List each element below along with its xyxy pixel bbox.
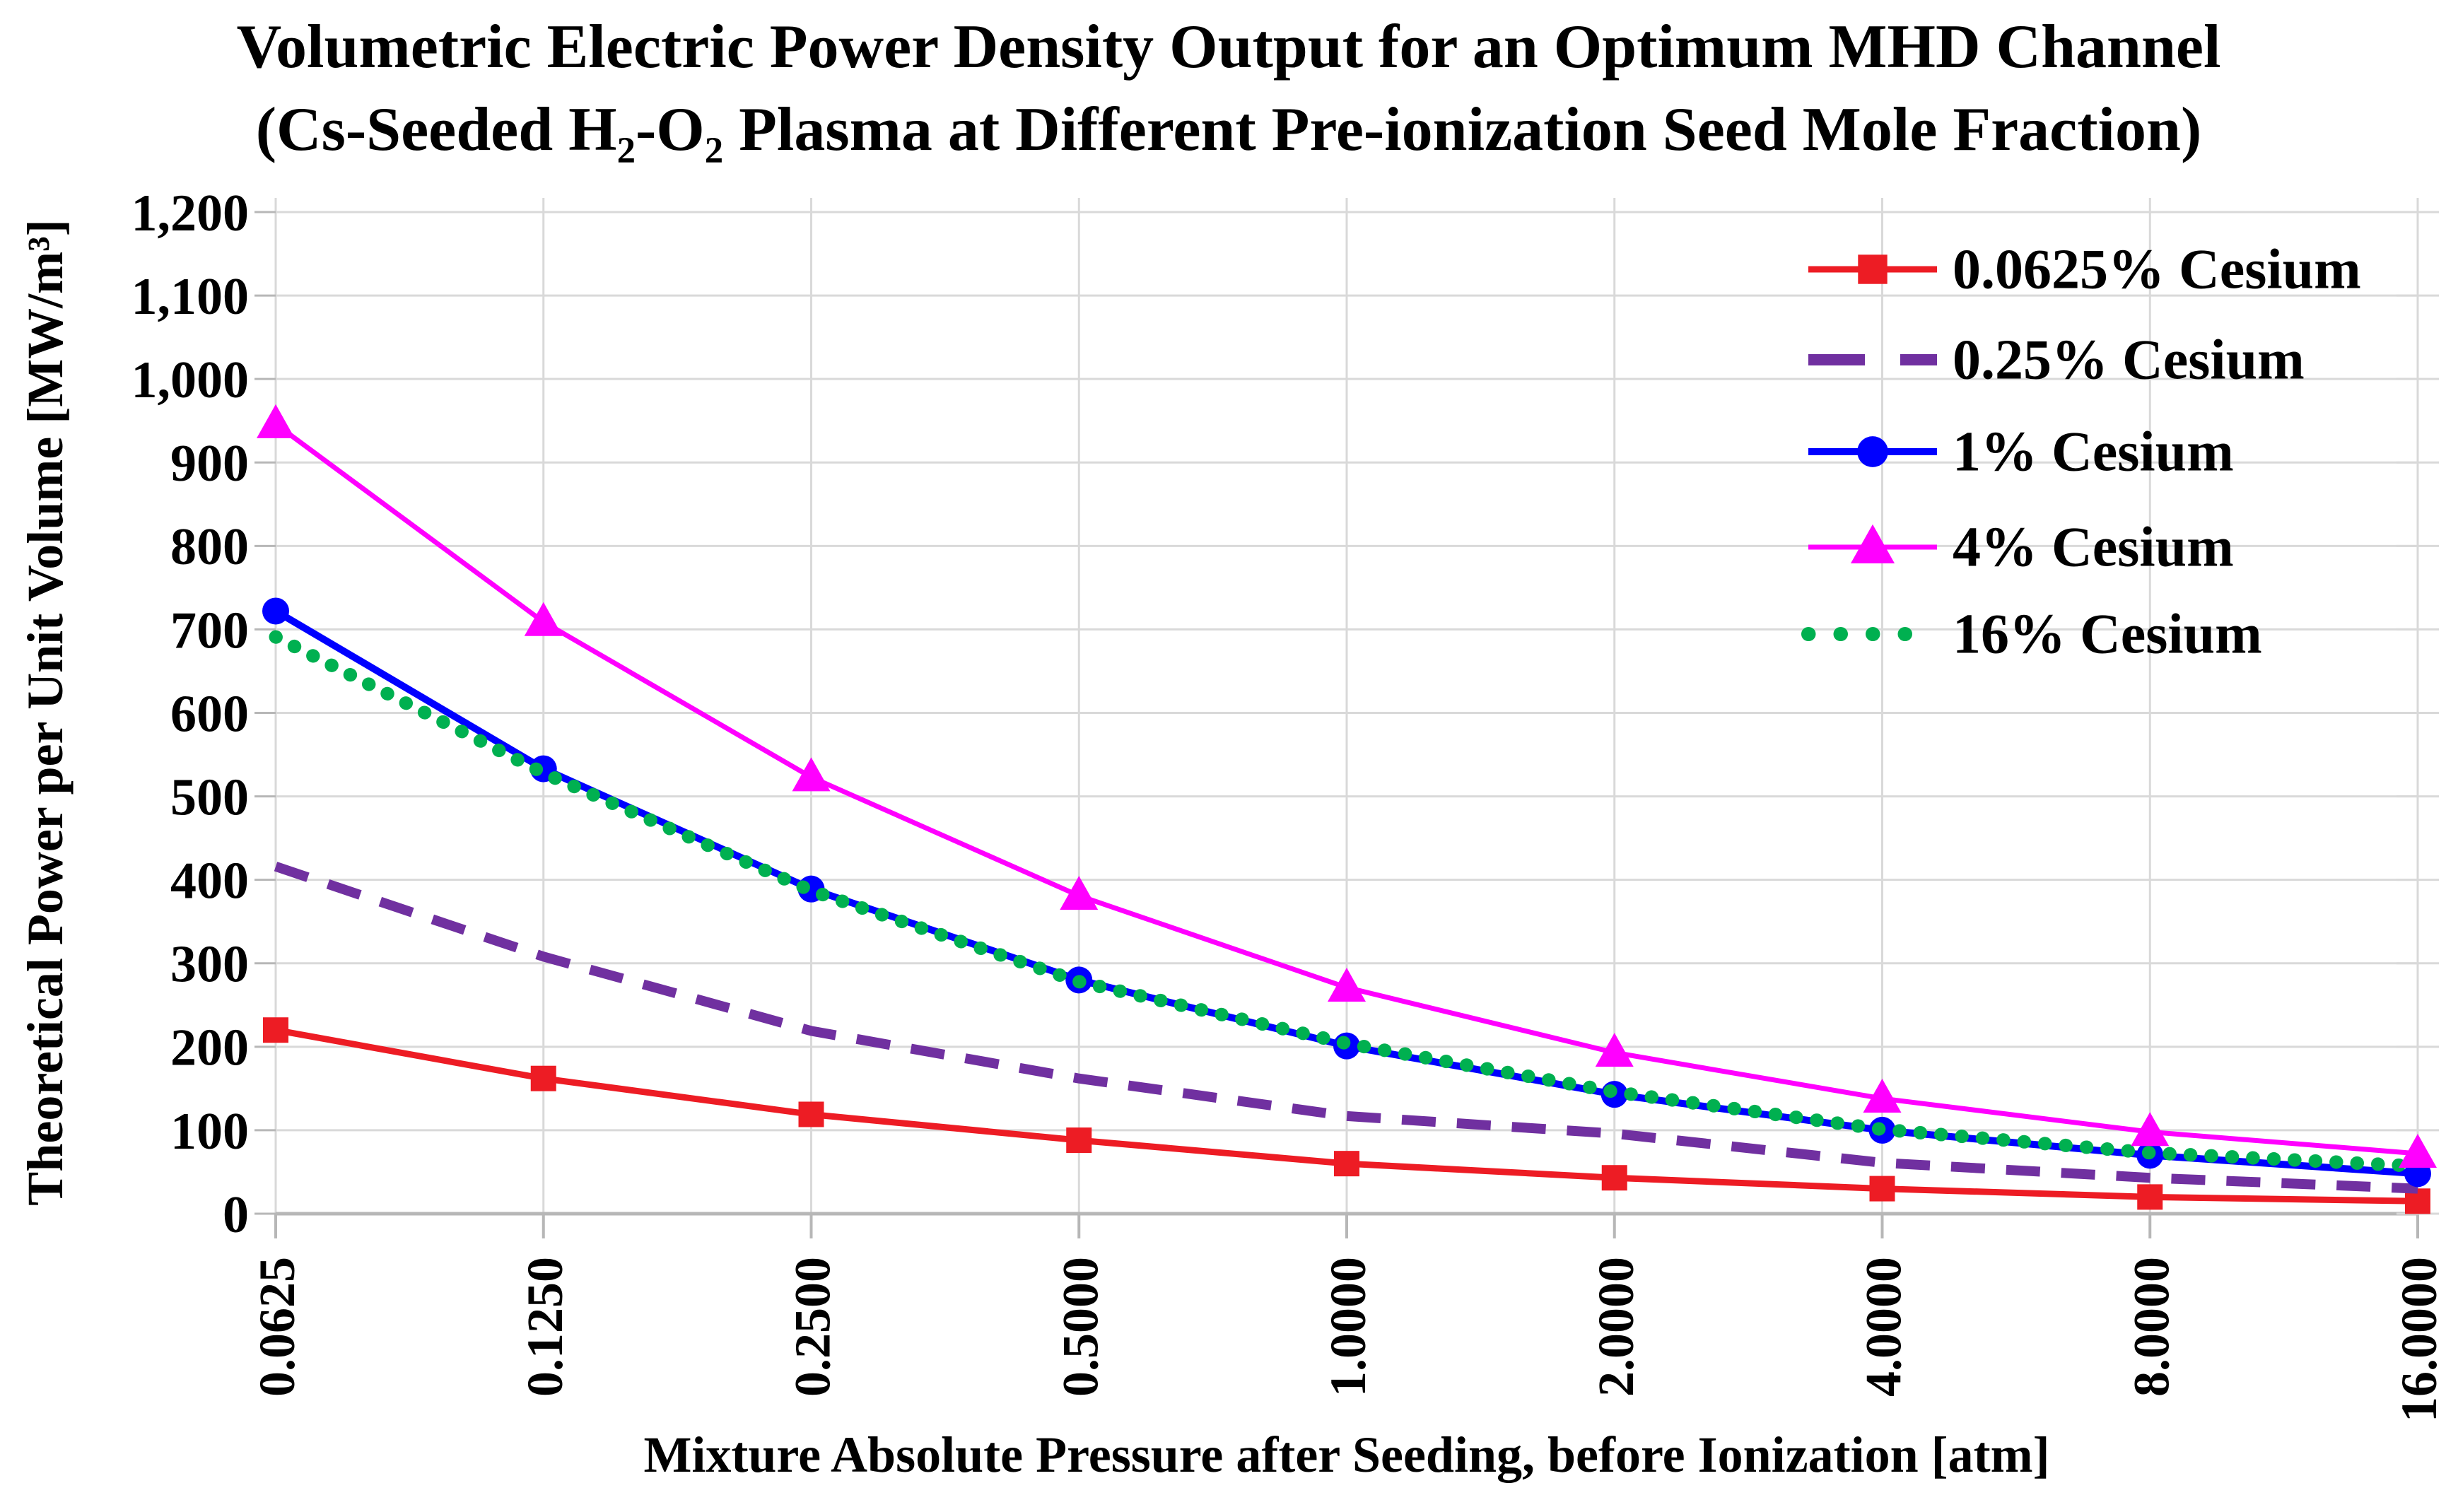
x-tick-label: 0.1250 <box>517 1257 573 1397</box>
legend-item: 4% Cesium <box>1808 516 2234 578</box>
triangle-marker <box>1328 967 1366 1002</box>
y-tick-label: 0 <box>223 1186 249 1244</box>
y-tick-label: 1,000 <box>131 351 250 409</box>
legend-label: 0.25% Cesium <box>1953 329 2305 391</box>
triangle-marker <box>2399 1133 2437 1168</box>
legend-label: 1% Cesium <box>1953 421 2234 483</box>
triangle-marker <box>1863 1079 1902 1113</box>
tick-marks <box>254 198 2439 1238</box>
triangle-marker <box>1850 524 1895 563</box>
y-tick-label: 100 <box>170 1103 249 1161</box>
y-tick-label: 700 <box>170 602 249 660</box>
square-marker <box>1334 1151 1359 1177</box>
x-tick-label: 0.2500 <box>785 1257 841 1397</box>
y-tick-label: 600 <box>170 685 249 743</box>
triangle-marker <box>257 404 295 438</box>
legend-item: 0.25% Cesium <box>1808 329 2305 391</box>
legend-label: 16% Cesium <box>1953 603 2262 665</box>
y-tick-labels: 0 100 200 300 400 500 600 700 800 900 1,000 1,100 1,… <box>131 184 250 1244</box>
x-tick-label: 16.0000 <box>2391 1257 2447 1422</box>
y-tick-label: 1,200 <box>131 184 250 242</box>
legend-item: 0.0625% Cesium <box>1808 238 2361 300</box>
y-tick-label: 500 <box>170 768 249 826</box>
x-axis-title: Mixture Absolute Pressure after Seeding,… <box>643 1426 2049 1483</box>
square-marker <box>798 1101 824 1127</box>
x-tick-label: 2.0000 <box>1588 1257 1644 1397</box>
square-marker <box>2137 1184 2163 1210</box>
triangle-marker <box>2131 1112 2170 1147</box>
y-tick-label: 900 <box>170 435 249 493</box>
y-tick-label: 800 <box>170 518 249 576</box>
x-tick-label: 4.0000 <box>1856 1257 1912 1397</box>
x-tick-label: 0.5000 <box>1052 1257 1108 1397</box>
y-tick-label: 1,100 <box>131 268 250 326</box>
series-line <box>269 630 2425 1173</box>
triangle-marker <box>792 757 831 792</box>
legend-label: 4% Cesium <box>1953 516 2234 578</box>
triangle-marker <box>1060 876 1099 910</box>
square-marker <box>530 1065 556 1091</box>
legend: 0.0625% Cesium 0.25% Cesium 1% Cesium 4% Ce… <box>1801 238 2361 665</box>
legend-item: 1% Cesium <box>1808 421 2234 483</box>
y-axis-title: Theoretical Power per Unit Volume [MW/m³… <box>17 219 74 1205</box>
x-tick-label: 0.0625 <box>249 1257 305 1397</box>
chart-title-line2: (Cs-Seeded H₂-O₂ Plasma at Different Pre… <box>256 95 2202 164</box>
square-marker <box>1601 1165 1627 1191</box>
square-marker <box>1066 1127 1092 1154</box>
square-marker <box>263 1017 288 1043</box>
x-tick-label: 8.0000 <box>2123 1257 2179 1397</box>
y-tick-label: 300 <box>170 936 249 994</box>
series-16-cesium <box>269 630 2425 1173</box>
legend-label: 0.0625% Cesium <box>1953 238 2361 300</box>
legend-item: 16% Cesium <box>1801 603 2262 665</box>
series-0.0625-cesium <box>263 1017 2430 1214</box>
x-tick-label: 1.0000 <box>1320 1257 1376 1397</box>
y-tick-label: 200 <box>170 1019 249 1077</box>
square-marker <box>1869 1176 1895 1202</box>
triangle-marker <box>1595 1033 1634 1067</box>
circle-marker <box>1857 436 1888 467</box>
square-marker <box>1858 254 1888 284</box>
chart-title-line1: Volumetric Electric Power Density Output… <box>237 13 2221 81</box>
x-tick-labels: 0.0625 0.1250 0.2500 0.5000 1.0000 2.0000 4.00… <box>249 1257 2447 1422</box>
y-tick-label: 400 <box>170 852 249 910</box>
plot-area: 0 100 200 300 400 500 600 700 800 900 1,000 1,100 1,… <box>131 184 2448 1422</box>
circle-marker <box>262 597 289 625</box>
triangle-marker <box>524 602 563 636</box>
series-4-cesium <box>257 404 2437 1168</box>
